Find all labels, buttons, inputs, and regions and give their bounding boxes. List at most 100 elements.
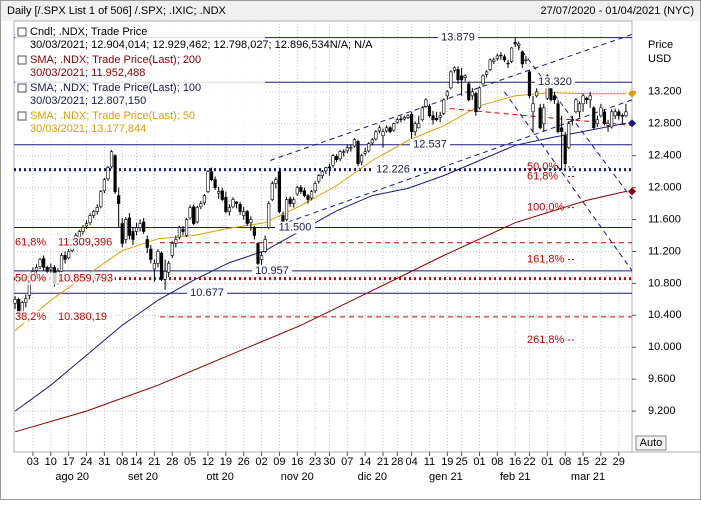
y-tick-label: 12.400 [648,150,682,162]
candle-body [595,119,599,125]
candle-body [199,203,203,208]
candle-body [456,69,460,81]
candle-body [59,255,64,272]
x-tick-label: 11 [424,456,435,468]
x-tick-label: 26 [238,456,250,468]
candle-body [192,206,196,224]
x-tick-label: 03 [27,456,39,468]
candle-body [299,187,303,192]
x-tick-label: 14 [130,456,142,468]
candle-body [524,59,528,62]
month-label: set 20 [128,471,158,483]
legend-icon [17,83,27,93]
chart-title: Daily [/.SPX List 1 of 506] /.SPX; .IXIC… [7,5,227,17]
candle-body [392,123,396,131]
candle-body [527,71,532,97]
candle-body [295,187,299,195]
candle-body [109,151,114,168]
candle-body [377,127,382,132]
legend-entry: SMA; .NDX; Trade Price(Last); 50 [30,110,195,122]
y-axis-unit: USD [648,53,671,65]
x-tick-label: 07 [341,456,353,468]
candle-body [477,87,482,109]
candle-body [606,123,610,126]
x-tick-label: 24 [80,456,92,468]
level-label-bg [438,31,478,44]
candle-body [292,199,296,204]
candle-body [284,199,289,220]
candle-body [288,198,292,204]
candle-body [306,195,310,200]
candle-body [302,190,307,196]
candle-body [249,219,253,224]
candle-body [81,227,85,232]
candle-body [206,171,210,192]
candle-body [374,131,378,140]
candle-body [538,107,542,129]
level-label-bg [252,264,292,277]
x-tick-label: 22 [523,456,535,468]
candle-body [485,71,489,75]
candle-body [42,258,46,268]
legend-icon [17,111,27,121]
x-tick-label: 19 [441,456,453,468]
candle-body [460,75,464,81]
candle-body [106,167,110,180]
candle-body [402,117,407,120]
candle-body [427,105,432,117]
candle-body [417,123,421,129]
candle-body [592,107,596,129]
candle-body [502,56,507,61]
level-label: 10.957 [255,265,289,277]
candle-body [49,267,53,270]
candle-body [381,131,385,137]
candle-body [152,263,156,270]
auto-button[interactable] [635,435,667,451]
x-tick-label: 23 [309,456,321,468]
y-tick-label: 13.200 [648,86,682,98]
x-tick-label: 12 [202,456,214,468]
candle-body [406,115,410,118]
level-label-bg [187,287,227,300]
legend-entry: SMA; .NDX; Trade Price(Last); 200 [30,54,201,66]
month-label: ott 20 [206,471,234,483]
x-tick-label: 21 [377,456,389,468]
x-tick-label: 28 [391,456,403,468]
level-label: 13.879 [441,32,475,44]
candle-body [510,47,514,62]
candle-body [331,155,335,166]
candle-body [445,91,449,97]
labels: 13.200 12.800 12.400 12.000 11.600 11.200 10.8… [15,32,682,483]
level-label-bg [373,163,413,176]
candle-body [142,221,146,232]
candle-body [488,59,492,70]
level-label-bg [275,221,315,234]
trendline [504,91,633,271]
month-label: mar 21 [571,471,605,483]
candle-body [224,196,228,212]
candle-body [45,267,49,272]
candle-body [624,111,628,117]
candle-body [92,211,96,216]
x-tick-label: 02 [255,456,267,468]
x-tick-label: 09 [273,456,285,468]
candle-body [267,203,271,228]
sma-end-marker [628,119,636,128]
auto-button-label[interactable]: Auto [640,437,663,449]
month-label: dic 20 [358,471,387,483]
y-tick-label: 9.200 [648,405,676,417]
legend-icon [17,55,27,65]
legend-entry: SMA; .NDX; Trade Price(Last); 100 [30,82,201,94]
candle-body [195,207,199,223]
candle-body [581,95,585,105]
y-tick-label: 9.600 [648,373,676,385]
month-label: gen 21 [429,471,463,483]
candle-body [463,75,467,78]
x-tick-label: 29 [613,456,625,468]
candle-body [617,111,621,117]
candle-body [131,231,135,240]
candle-body [577,103,582,113]
x-tick-label: 25 [455,456,467,468]
y-tick-label: 10.800 [648,277,682,289]
